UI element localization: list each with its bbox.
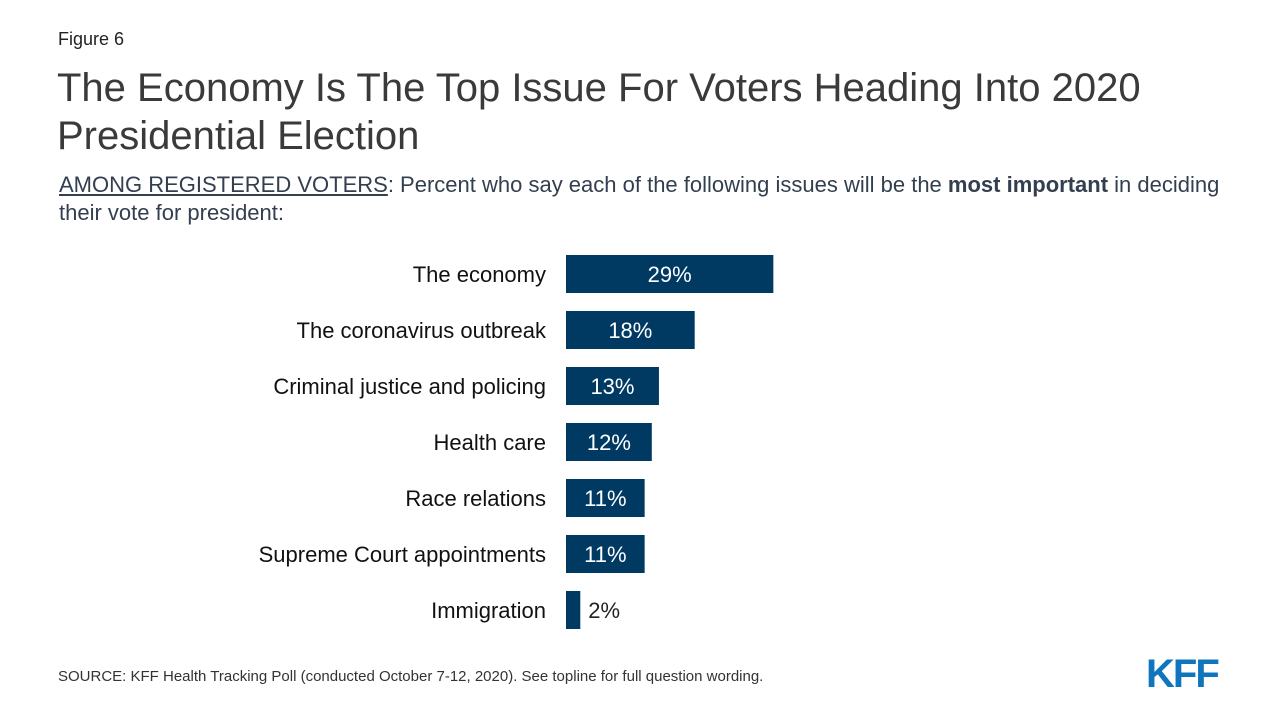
- category-label: Supreme Court appointments: [259, 542, 546, 567]
- subtitle-text-after: in deciding their vote for president:: [59, 172, 1220, 225]
- bar: [566, 367, 659, 405]
- category-label: Race relations: [405, 486, 546, 511]
- source-note: SOURCE: KFF Health Tracking Poll (conduc…: [58, 668, 764, 685]
- bar: [566, 423, 652, 461]
- bar: [566, 479, 645, 517]
- category-label: The coronavirus outbreak: [297, 318, 547, 343]
- bar: [566, 255, 774, 293]
- kff-logo: KFF: [1146, 652, 1220, 692]
- category-label: Immigration: [431, 598, 546, 623]
- subtitle-population: AMONG REGISTERED VOTERS: [59, 172, 388, 197]
- value-label: 29%: [648, 262, 692, 287]
- subtitle-emphasis: most important: [947, 172, 1109, 197]
- bar-chart: The economy 29% The coronavirus outbreak 18…: [259, 255, 774, 629]
- category-label: The economy: [413, 262, 546, 287]
- bar: [566, 311, 695, 349]
- bar: [566, 591, 581, 629]
- figure-label: Figure 6: [58, 29, 125, 49]
- bar: [566, 535, 645, 573]
- category-label: Health care: [433, 430, 546, 455]
- value-label: 11%: [584, 542, 626, 567]
- value-label: 11%: [584, 486, 626, 511]
- value-label: 2%: [588, 598, 620, 623]
- chart-title: The Economy Is The Top Issue For Voters …: [57, 66, 1141, 158]
- category-label: Criminal justice and policing: [273, 374, 546, 399]
- logo-text: KFF: [1146, 652, 1218, 692]
- subtitle-text-before: : Percent who say each of the following …: [387, 172, 948, 197]
- value-label: 18%: [608, 318, 652, 343]
- chart-subtitle: AMONG REGISTERED VOTERS: Percent who say…: [59, 171, 1229, 227]
- value-label: 12%: [587, 430, 631, 455]
- value-label: 13%: [590, 374, 634, 399]
